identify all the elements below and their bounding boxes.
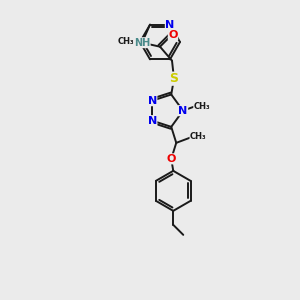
Text: S: S	[169, 72, 178, 85]
Text: O: O	[167, 154, 176, 164]
Text: N: N	[148, 116, 157, 126]
Text: N: N	[148, 96, 157, 106]
Text: N: N	[165, 20, 175, 30]
Text: CH₃: CH₃	[194, 102, 210, 111]
Text: O: O	[168, 30, 178, 40]
Text: N: N	[178, 106, 188, 116]
Text: CH₃: CH₃	[190, 132, 207, 141]
Text: NH: NH	[134, 38, 150, 48]
Text: CH₃: CH₃	[118, 38, 134, 46]
